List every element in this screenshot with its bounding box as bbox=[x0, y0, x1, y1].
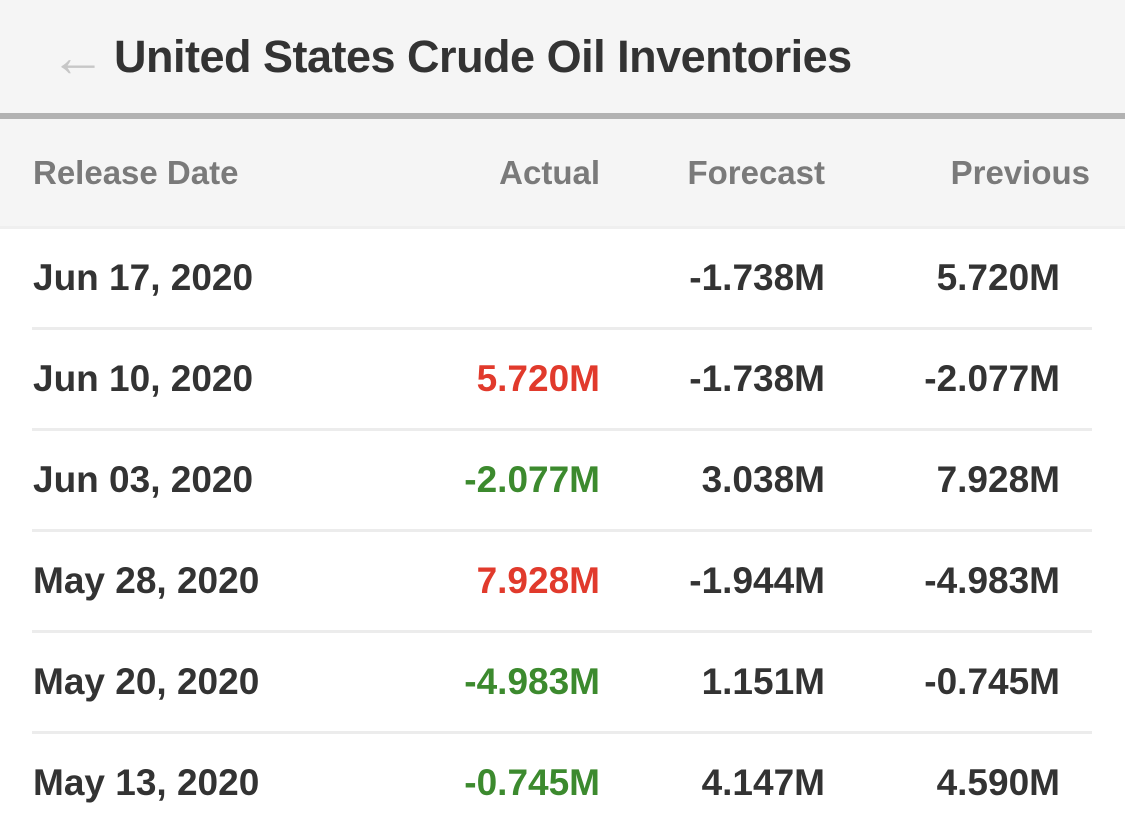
actual-cell: -4.983M bbox=[464, 661, 600, 702]
row-divider bbox=[32, 529, 1092, 532]
release-date-cell: May 28, 2020 bbox=[33, 560, 260, 601]
row-divider bbox=[32, 630, 1092, 633]
previous-cell: 7.928M bbox=[936, 459, 1060, 500]
previous-cell: -4.983M bbox=[924, 560, 1060, 601]
release-date-cell: Jun 17, 2020 bbox=[33, 257, 254, 298]
table-row: May 28, 2020 7.928M -1.944M -4.983M bbox=[0, 532, 1125, 630]
table-row: Jun 17, 2020 -1.738M 5.720M bbox=[0, 229, 1125, 327]
forecast-cell: 4.147M bbox=[701, 762, 825, 803]
row-divider bbox=[32, 428, 1092, 431]
table-row: May 13, 2020 -0.745M 4.147M 4.590M bbox=[0, 734, 1125, 831]
release-date-cell: Jun 10, 2020 bbox=[33, 358, 254, 399]
release-date-cell: May 13, 2020 bbox=[33, 762, 260, 803]
table-row: Jun 10, 2020 5.720M -1.738M -2.077M bbox=[0, 330, 1125, 428]
forecast-cell: 1.151M bbox=[701, 661, 825, 702]
forecast-cell: -1.738M bbox=[689, 358, 825, 399]
previous-cell: -0.745M bbox=[924, 661, 1060, 702]
previous-cell: -2.077M bbox=[924, 358, 1060, 399]
release-date-cell: Jun 03, 2020 bbox=[33, 459, 254, 500]
release-date-cell: May 20, 2020 bbox=[33, 661, 260, 702]
forecast-cell: -1.738M bbox=[689, 257, 825, 298]
page-title: United States Crude Oil Inventories bbox=[114, 30, 852, 82]
column-header-forecast: Forecast bbox=[687, 153, 825, 191]
app-header: ← United States Crude Oil Inventories bbox=[0, 0, 1125, 113]
table-row: May 20, 2020 -4.983M 1.151M -0.745M bbox=[0, 633, 1125, 731]
table-header-row: Release Date Actual Forecast Previous bbox=[0, 119, 1125, 229]
previous-cell: 4.590M bbox=[936, 762, 1060, 803]
row-divider bbox=[32, 327, 1092, 330]
column-header-actual: Actual bbox=[499, 153, 600, 191]
forecast-cell: -1.944M bbox=[689, 560, 825, 601]
actual-cell: 7.928M bbox=[476, 560, 600, 601]
actual-cell: -2.077M bbox=[464, 459, 600, 500]
column-header-previous: Previous bbox=[950, 153, 1090, 191]
previous-cell: 5.720M bbox=[936, 257, 1060, 298]
forecast-cell: 3.038M bbox=[701, 459, 825, 500]
header-divider bbox=[0, 113, 1125, 119]
row-divider bbox=[32, 731, 1092, 734]
column-header-release-date: Release Date bbox=[33, 153, 239, 191]
actual-cell: 5.720M bbox=[476, 358, 600, 399]
back-arrow-icon[interactable]: ← bbox=[50, 24, 106, 88]
table-row: Jun 03, 2020 -2.077M 3.038M 7.928M bbox=[0, 431, 1125, 529]
actual-cell: -0.745M bbox=[464, 762, 600, 803]
